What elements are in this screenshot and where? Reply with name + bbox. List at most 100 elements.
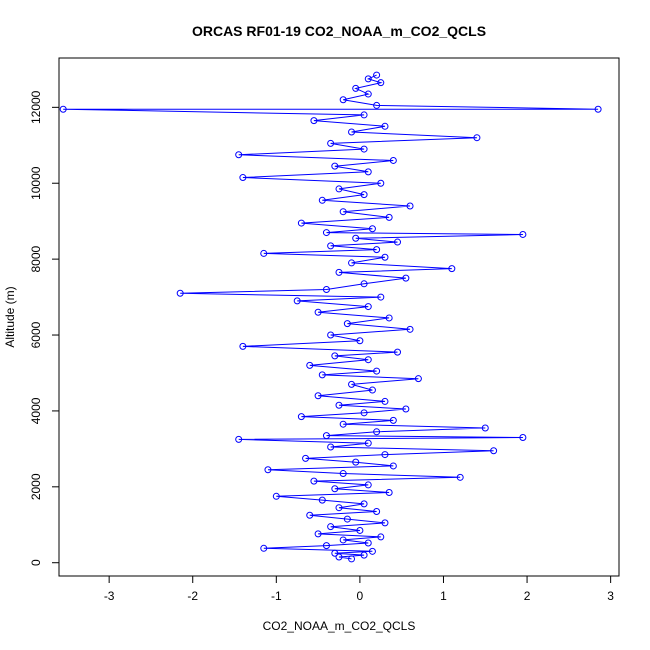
data-point (373, 246, 381, 254)
data-point (310, 117, 318, 125)
plot-frame (58, 57, 620, 577)
data-point (293, 297, 301, 305)
data-layer (59, 71, 602, 563)
series-line (63, 74, 599, 560)
data-point (322, 542, 330, 550)
data-point (364, 356, 372, 364)
data-point (331, 162, 339, 170)
data-point (402, 274, 410, 282)
data-point (348, 259, 356, 267)
data-point (448, 265, 456, 273)
data-point (368, 225, 376, 233)
data-point (335, 401, 343, 409)
data-point (322, 229, 330, 237)
data-point (360, 409, 368, 417)
data-point (331, 352, 339, 360)
data-point (406, 325, 414, 333)
data-point (360, 111, 368, 119)
y-tick-label: 4000 (29, 397, 43, 424)
y-axis: 0 2000 4000 6000 8000 10000 12000 (29, 90, 59, 566)
data-point (348, 380, 356, 388)
data-point (322, 285, 330, 293)
data-point (360, 280, 368, 288)
data-point (519, 433, 527, 441)
data-point (373, 507, 381, 515)
data-point (260, 249, 268, 257)
data-point (356, 526, 364, 534)
data-point (373, 71, 381, 79)
data-point (364, 481, 372, 489)
data-point (402, 405, 410, 413)
data-point (519, 230, 527, 238)
data-point (318, 371, 326, 379)
data-point (594, 105, 602, 113)
data-point (339, 536, 347, 544)
data-point (385, 489, 393, 497)
data-point (264, 466, 272, 474)
data-point (373, 428, 381, 436)
y-axis-label: Altitude (m) (3, 286, 17, 347)
data-point (381, 397, 389, 405)
data-point (360, 145, 368, 153)
data-point (360, 551, 368, 559)
data-point (377, 179, 385, 187)
data-point (318, 496, 326, 504)
data-point (356, 337, 364, 345)
data-point (239, 342, 247, 350)
data-point (310, 477, 318, 485)
data-point (456, 473, 464, 481)
chart-title: ORCAS RF01-19 CO2_NOAA_m_CO2_QCLS (192, 23, 486, 39)
data-point (364, 168, 372, 176)
data-point (473, 134, 481, 142)
x-axis-label: CO2_NOAA_m_CO2_QCLS (263, 619, 416, 633)
data-point (339, 96, 347, 104)
data-point (377, 293, 385, 301)
data-point (327, 443, 335, 451)
data-point (364, 75, 372, 83)
data-point (368, 547, 376, 555)
data-point (335, 504, 343, 512)
data-point (352, 458, 360, 466)
data-point (481, 424, 489, 432)
y-tick-label: 6000 (29, 321, 43, 348)
x-tick-label: -1 (271, 589, 282, 603)
data-point (343, 320, 351, 328)
data-point (322, 432, 330, 440)
data-point (339, 208, 347, 216)
data-point (327, 523, 335, 531)
data-point (314, 308, 322, 316)
data-point (373, 101, 381, 109)
data-point (377, 533, 385, 541)
data-point (352, 234, 360, 242)
data-point (335, 185, 343, 193)
data-point (360, 500, 368, 508)
data-point (377, 79, 385, 87)
data-point (406, 202, 414, 210)
data-point (381, 519, 389, 527)
data-point (368, 386, 376, 394)
data-point (314, 392, 322, 400)
data-point (297, 219, 305, 227)
y-tick-label: 2000 (29, 473, 43, 500)
data-point (360, 191, 368, 199)
data-point (490, 447, 498, 455)
data-point (385, 314, 393, 322)
data-point (297, 413, 305, 421)
data-point (394, 238, 402, 246)
data-point (364, 539, 372, 547)
data-point (352, 84, 360, 92)
data-point (348, 128, 356, 136)
data-point (335, 553, 343, 561)
data-point (348, 555, 356, 563)
data-point (302, 454, 310, 462)
data-point (343, 515, 351, 523)
data-point (331, 549, 339, 557)
x-axis: -3 -2 -1 0 1 2 3 (104, 576, 614, 603)
data-point (327, 139, 335, 147)
data-point (239, 174, 247, 182)
x-tick-label: -2 (187, 589, 198, 603)
x-tick-label: 0 (357, 589, 364, 603)
data-point (327, 242, 335, 250)
data-point (381, 122, 389, 130)
